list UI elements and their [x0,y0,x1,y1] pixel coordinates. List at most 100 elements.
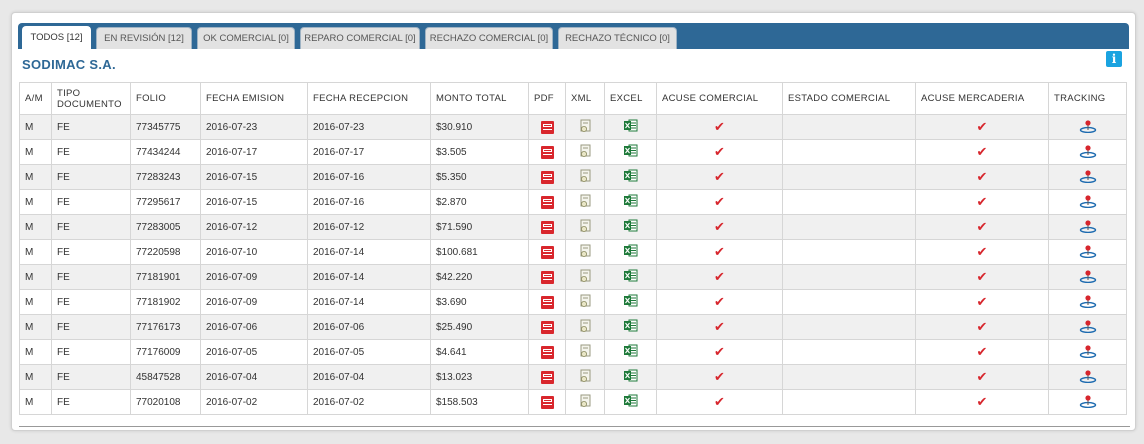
excel-icon[interactable] [623,144,638,160]
col-header-tracking: TRACKING [1048,82,1127,115]
pdf-icon[interactable] [540,320,554,334]
tipo-cell: FE [51,189,131,215]
estado-comercial-cell [782,314,916,340]
col-header-acuse-comercial[interactable]: ACUSE COMERCIAL [656,82,783,115]
table-row[interactable]: M FE 77176009 2016-07-05 2016-07-05 $4.641 ✔ ✔ [19,339,1127,365]
col-header-monto-total[interactable]: MONTO TOTAL [430,82,529,115]
check-icon: ✔ [714,194,725,210]
excel-icon[interactable] [623,219,638,235]
tracking-icon[interactable] [1079,194,1097,211]
tab-rechazo-tecnico[interactable]: RECHAZO TÉCNICO [0] [558,27,677,49]
excel-icon-cell [604,314,657,340]
tracking-icon[interactable] [1079,394,1097,411]
col-header-fecha-emision[interactable]: FECHA EMISION [200,82,308,115]
pdf-icon[interactable] [540,245,554,259]
tracking-icon[interactable] [1079,269,1097,286]
check-icon-cell: ✔ [915,264,1049,290]
xml-icon[interactable] [578,269,592,286]
xml-icon[interactable] [578,369,592,386]
excel-icon[interactable] [623,194,638,210]
table-row[interactable]: M FE 77181902 2016-07-09 2016-07-14 $3.690 ✔ ✔ [19,289,1127,315]
tab-todos[interactable]: TODOS [12] [22,26,91,49]
company-name: SODIMAC S.A. [22,57,116,72]
tab-ok-comercial[interactable]: OK COMERCIAL [0] [197,27,295,49]
pdf-icon[interactable] [540,145,554,159]
folio-cell: 77181902 [130,289,201,315]
xml-icon[interactable] [578,394,592,411]
table-row[interactable]: M FE 77176173 2016-07-06 2016-07-06 $25.490 ✔ ✔ [19,314,1127,340]
xml-icon[interactable] [578,219,592,236]
monto-cell: $2.870 [430,189,529,215]
tracking-icon[interactable] [1079,169,1097,186]
check-icon: ✔ [714,344,725,360]
table-row[interactable]: M FE 77295617 2016-07-15 2016-07-16 $2.870 ✔ ✔ [19,189,1127,215]
check-icon: ✔ [976,344,988,360]
col-header-folio[interactable]: FOLIO [130,82,201,115]
info-icon[interactable]: i [1106,51,1122,67]
tab-en-revision[interactable]: EN REVISIÓN [12] [96,27,192,49]
pdf-icon[interactable] [540,170,554,184]
col-header-acuse-mercaderia[interactable]: ACUSE MERCADERIA [915,82,1049,115]
xml-icon-cell [565,264,605,290]
tracking-icon[interactable] [1079,119,1097,136]
xml-icon[interactable] [578,319,592,336]
col-header-tipo-documento[interactable]: TIPO DOCUMENTO [51,82,131,115]
table-row[interactable]: M FE 77181901 2016-07-09 2016-07-14 $42.220 ✔ ✔ [19,264,1127,290]
fecha-emision-cell: 2016-07-05 [200,339,308,365]
table-row[interactable]: M FE 77020108 2016-07-02 2016-07-02 $158.503 ✔… [19,389,1127,415]
xml-icon[interactable] [578,119,592,136]
excel-icon[interactable] [623,269,638,285]
pdf-icon[interactable] [540,270,554,284]
tracking-icon[interactable] [1079,319,1097,336]
excel-icon[interactable] [623,244,638,260]
am-cell: M [19,314,52,340]
pdf-icon[interactable] [540,220,554,234]
table-row[interactable]: M FE 77283243 2016-07-15 2016-07-16 $5.350 ✔ ✔ [19,164,1127,190]
check-icon: ✔ [976,294,988,310]
excel-icon[interactable] [623,394,638,410]
col-header-am[interactable]: A/M [19,82,52,115]
tracking-icon[interactable] [1079,369,1097,386]
xml-icon[interactable] [578,194,592,211]
tracking-icon[interactable] [1079,219,1097,236]
xml-icon[interactable] [578,169,592,186]
pdf-icon[interactable] [540,395,554,409]
table-row[interactable]: M FE 45847528 2016-07-04 2016-07-04 $13.023 ✔ ✔ [19,364,1127,390]
xml-icon-cell [565,139,605,165]
xml-icon[interactable] [578,244,592,261]
tracking-icon[interactable] [1079,294,1097,311]
check-icon-cell: ✔ [656,389,783,415]
tracking-icon[interactable] [1079,244,1097,261]
am-cell: M [19,164,52,190]
check-icon-cell: ✔ [915,364,1049,390]
table-row[interactable]: M FE 77283005 2016-07-12 2016-07-12 $71.590 ✔ ✔ [19,214,1127,240]
xml-icon[interactable] [578,344,592,361]
excel-icon[interactable] [623,119,638,135]
excel-icon-cell [604,239,657,265]
pdf-icon[interactable] [540,370,554,384]
col-header-fecha-recepcion[interactable]: FECHA RECEPCION [307,82,431,115]
fecha-emision-cell: 2016-07-23 [200,114,308,140]
table-row[interactable]: M FE 77434244 2016-07-17 2016-07-17 $3.505 ✔ ✔ [19,139,1127,165]
table-row[interactable]: M FE 77345775 2016-07-23 2016-07-23 $30.910 ✔ ✔ [19,114,1127,140]
xml-icon[interactable] [578,294,592,311]
pdf-icon[interactable] [540,195,554,209]
pdf-icon[interactable] [540,295,554,309]
col-header-estado-comercial[interactable]: ESTADO COMERCIAL [782,82,916,115]
tracking-icon[interactable] [1079,344,1097,361]
excel-icon[interactable] [623,344,638,360]
excel-icon[interactable] [623,294,638,310]
table-row[interactable]: M FE 77220598 2016-07-10 2016-07-14 $100.681 ✔… [19,239,1127,265]
xml-icon[interactable] [578,144,592,161]
tab-rechazo-comercial[interactable]: RECHAZO COMERCIAL [0] [425,27,553,49]
xml-icon-cell [565,389,605,415]
excel-icon[interactable] [623,319,638,335]
tab-reparo-comercial[interactable]: REPARO COMERCIAL [0] [300,27,420,49]
excel-icon[interactable] [623,169,638,185]
tracking-icon[interactable] [1079,144,1097,161]
check-icon-cell: ✔ [915,289,1049,315]
check-icon-cell: ✔ [656,264,783,290]
pdf-icon[interactable] [540,120,554,134]
pdf-icon[interactable] [540,345,554,359]
excel-icon[interactable] [623,369,638,385]
